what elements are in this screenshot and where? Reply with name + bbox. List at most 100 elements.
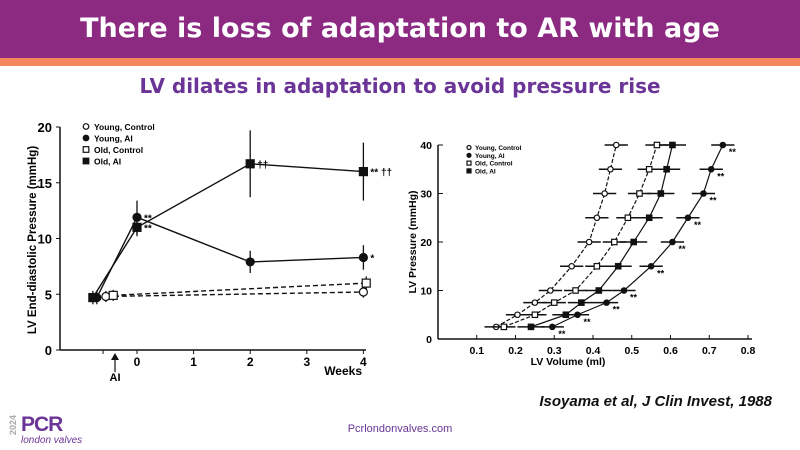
legend-marker-old-ai <box>82 157 90 165</box>
y-tick-label: 20 <box>420 237 432 249</box>
y-tick-label: 15 <box>38 176 52 191</box>
significance-label: ** <box>729 147 737 157</box>
point-old-ai <box>132 222 142 232</box>
legend-label: Young, Control <box>94 122 155 132</box>
point-old-ai <box>595 287 603 294</box>
point-old-control <box>108 290 118 300</box>
point-young-control <box>612 141 620 149</box>
x-tick-label: 0.5 <box>624 345 639 357</box>
legend-marker-young-control <box>466 144 472 151</box>
x-tick-label: 0.8 <box>741 345 756 357</box>
point-young-ai <box>700 190 707 197</box>
legend-marker-young-ai <box>82 134 90 142</box>
significance-label: * <box>370 253 374 264</box>
point-old-control <box>653 141 661 149</box>
point-old-control <box>531 311 539 319</box>
x-tick-label: 0.6 <box>663 345 678 357</box>
y-tick-label: 40 <box>420 140 432 152</box>
point-young-ai <box>358 252 368 263</box>
series-line-young-control <box>105 291 364 298</box>
header-stripe <box>0 58 800 66</box>
point-young-control <box>358 287 368 297</box>
x-tick-label: 0 <box>134 355 141 369</box>
point-young-ai <box>669 238 676 246</box>
series-line-old-ai <box>92 163 364 298</box>
point-old-ai <box>358 167 368 177</box>
legend-marker-young-control <box>82 123 90 130</box>
legend-label: Young, AI <box>94 134 133 144</box>
significance-label: ** <box>717 171 725 181</box>
significance-label: ** <box>657 268 665 278</box>
y-tick-label: 0 <box>426 334 432 346</box>
x-tick-label: 0.4 <box>586 345 601 357</box>
slide-title: There is loss of adaptation to AR with a… <box>80 13 720 44</box>
legend-marker-old-control <box>82 146 90 153</box>
point-old-ai <box>669 141 676 149</box>
point-young-control <box>514 311 521 319</box>
point-young-control <box>585 238 593 246</box>
slide-subtitle: LV dilates in adaptation to avoid pressu… <box>139 74 661 98</box>
point-old-ai <box>614 262 622 270</box>
series-line-young-ai <box>552 144 724 328</box>
x-tick-label: 0.3 <box>547 345 562 357</box>
point-young-ai <box>603 299 610 306</box>
point-old-control <box>624 214 632 222</box>
significance-label: ** <box>709 196 717 206</box>
point-young-ai <box>684 214 692 222</box>
point-old-control <box>572 287 579 294</box>
logo-sub: london valves <box>21 435 83 446</box>
legend-marker-old-control <box>466 160 472 166</box>
significance-label: ** <box>694 220 702 230</box>
legend-label: Young, AI <box>475 153 505 160</box>
point-old-ai <box>527 323 535 331</box>
significance-label: ** †† <box>370 168 392 179</box>
point-young-control <box>593 214 601 222</box>
significance-label: ** <box>144 213 152 224</box>
point-young-control <box>547 287 554 294</box>
point-old-ai <box>645 214 653 222</box>
point-young-control <box>607 165 614 173</box>
point-young-ai <box>719 141 727 149</box>
citation: Isoyama et al, J Clin Invest, 1988 <box>539 393 772 410</box>
point-old-control <box>550 299 558 306</box>
point-old-ai <box>630 238 637 246</box>
x-tick-label: 1 <box>190 355 197 369</box>
point-young-control <box>568 262 575 270</box>
ai-arrowhead <box>111 353 119 360</box>
point-young-ai <box>620 287 628 294</box>
y-tick-label: 30 <box>420 189 432 201</box>
point-old-control <box>593 262 601 270</box>
point-old-control <box>611 238 618 246</box>
ai-label: AI <box>110 372 121 384</box>
legend-label: Young, Control <box>475 145 522 152</box>
logo-main: PCR <box>21 413 63 436</box>
header-bar <box>0 0 800 58</box>
y-tick-label: 10 <box>38 232 52 247</box>
series-line-old-control <box>503 144 658 328</box>
legend-label: Old, AI <box>94 157 121 167</box>
website-link[interactable]: Pcrlondonvalves.com <box>347 423 453 435</box>
x-tick-label: 0.1 <box>469 345 484 357</box>
point-old-control <box>500 323 508 331</box>
point-old-ai <box>88 292 98 303</box>
significance-label: ** <box>630 293 638 303</box>
series-line-old-ai <box>530 144 674 328</box>
y-axis-label: LV Pressure (mmHg) <box>407 190 419 293</box>
x-axis-label: Weeks <box>324 364 362 378</box>
point-young-control <box>531 299 539 306</box>
significance-label: †† <box>257 160 268 171</box>
point-young-ai <box>647 262 655 270</box>
significance-label: ** <box>144 223 152 234</box>
point-old-ai <box>663 165 670 173</box>
y-tick-label: 0 <box>45 343 52 358</box>
y-tick-label: 20 <box>38 120 52 135</box>
y-axis-label: LV End-diastolic Pressure (mmHg) <box>27 146 39 334</box>
point-old-control <box>645 165 653 173</box>
significance-label: ** <box>558 329 566 339</box>
x-tick-label: 2 <box>247 355 254 369</box>
series-line-young-ai <box>96 216 364 298</box>
pcr-logo: 2024 PCR london valves <box>8 413 118 447</box>
y-tick-label: 5 <box>45 287 52 302</box>
legend-label: Old, Control <box>475 161 513 168</box>
